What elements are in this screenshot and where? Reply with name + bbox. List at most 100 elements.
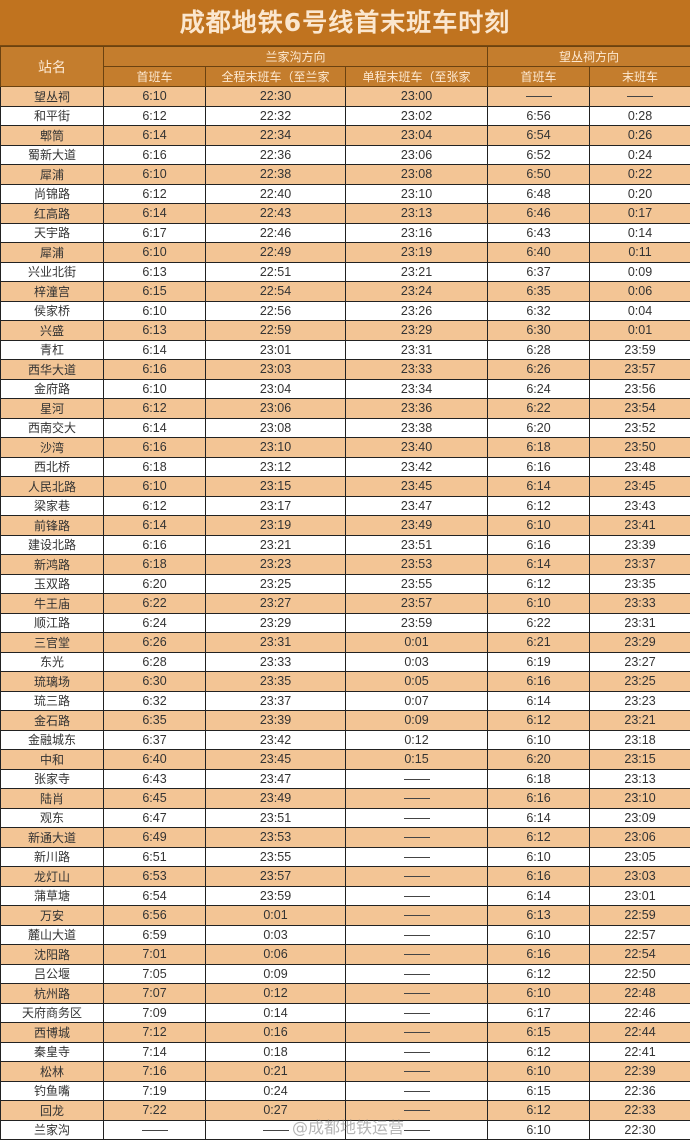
table-row: 万安 6:56 0:01 6:13 22:59 (0, 905, 690, 926)
page-title: 成都地铁6号线首末班车时刻 (0, 0, 690, 46)
station-name: 回龙 (0, 1100, 104, 1121)
dir1-first-train: 6:51 (103, 846, 206, 867)
dir1-first-train: 6:14 (103, 125, 206, 146)
dir1-first-train: 6:17 (103, 222, 206, 243)
timetable-body: 望丛祠 6:10 22:30 23:00 和平街 6:12 22:32 23:02 6:56 0:… (0, 86, 690, 1140)
dir1-last-train-full: 23:06 (205, 398, 346, 419)
dir1-last-train-full: 22:51 (205, 261, 346, 282)
dir1-first-train: 6:12 (103, 495, 206, 516)
dir2-last-train: 23:37 (589, 554, 690, 575)
table-row: 梁家巷 6:12 23:17 23:47 6:12 23:43 (0, 495, 690, 516)
dir2-first-train: 6:43 (487, 222, 591, 243)
table-row: 犀浦 6:10 22:49 23:19 6:40 0:11 (0, 242, 690, 263)
dir2-first-train: 6:48 (487, 183, 591, 204)
dir1-last-train-full: 23:31 (205, 632, 346, 653)
dir1-first-train: 6:16 (103, 144, 206, 165)
dir1-first-train: 6:22 (103, 593, 206, 614)
dir1-last-train-short: 23:08 (344, 164, 489, 185)
dir2-last-train: 23:56 (589, 378, 690, 399)
table-row: 张家寺 6:43 23:47 6:18 23:13 (0, 768, 690, 789)
dir1-first-train: 6:35 (103, 710, 206, 731)
table-row: 麓山大道 6:59 0:03 6:10 22:57 (0, 924, 690, 945)
dir2-first-train: 6:30 (487, 320, 591, 341)
dir1-last-train-short (344, 788, 489, 809)
station-name: 青杠 (0, 339, 104, 360)
dir1-first-train: 6:53 (103, 866, 206, 887)
station-name: 梓潼宫 (0, 281, 104, 302)
dir2-last-train: 23:21 (589, 710, 690, 731)
dir1-last-train-full: 0:14 (205, 1002, 346, 1023)
table-row: 牛王庙 6:22 23:27 23:57 6:10 23:33 (0, 593, 690, 614)
table-row: 西北桥 6:18 23:12 23:42 6:16 23:48 (0, 456, 690, 477)
dir2-first-train: 6:19 (487, 651, 591, 672)
dir1-last-train-full: 22:38 (205, 164, 346, 185)
dir1-first-train: 6:18 (103, 456, 206, 477)
dir2-first-train: 6:12 (487, 495, 591, 516)
dir2-first-train: 6:14 (487, 690, 591, 711)
dir1-last-train-full: 23:01 (205, 339, 346, 360)
station-name: 麓山大道 (0, 924, 104, 945)
station-name: 观东 (0, 807, 104, 828)
dir2-last-train: 23:13 (589, 768, 690, 789)
no-service-dash (403, 954, 430, 956)
dir1-last-train-short: 23:57 (344, 593, 489, 614)
dir1-first-train: 6:12 (103, 398, 206, 419)
station-name: 犀浦 (0, 242, 104, 263)
dir1-first-train: 6:12 (103, 183, 206, 204)
station-name: 龙灯山 (0, 866, 104, 887)
dir2-first-train: 6:12 (487, 1100, 591, 1121)
table-row: 玉双路 6:20 23:25 23:55 6:12 23:35 (0, 573, 690, 594)
dir1-last-train-short (344, 846, 489, 867)
dir1-last-train-short (344, 1022, 489, 1043)
dir1-last-train-short (344, 944, 489, 965)
dir2-first-train: 6:16 (487, 456, 591, 477)
station-name: 东光 (0, 651, 104, 672)
station-name: 梁家巷 (0, 495, 104, 516)
dir1-first-train: 6:32 (103, 690, 206, 711)
dir1-first-train: 6:16 (103, 359, 206, 380)
dir1-last-train-full: 23:15 (205, 476, 346, 497)
dir2-last-train: 23:39 (589, 534, 690, 555)
dir1-last-train-short: 23:06 (344, 144, 489, 165)
station-name: 兴业北街 (0, 261, 104, 282)
dir1-last-train-short (344, 963, 489, 984)
station-name: 天宇路 (0, 222, 104, 243)
dir1-last-train-full: 0:09 (205, 963, 346, 984)
dir1-last-train-full: 23:10 (205, 437, 346, 458)
table-row: 星河 6:12 23:06 23:36 6:22 23:54 (0, 398, 690, 419)
no-service-dash (403, 1012, 430, 1014)
dir2-last-train: 22:57 (589, 924, 690, 945)
dir1-first-train: 6:10 (103, 86, 206, 107)
dir2-first-train: 6:46 (487, 203, 591, 224)
station-name: 陆肖 (0, 788, 104, 809)
dir1-last-train-full: 23:57 (205, 866, 346, 887)
station-name: 兰家沟 (0, 1119, 104, 1140)
dir2-last-train: 23:18 (589, 729, 690, 750)
station-name: 新通大道 (0, 827, 104, 848)
no-service-dash (403, 856, 430, 858)
dir1-last-train-short: 23:40 (344, 437, 489, 458)
table-row: 松林 7:16 0:21 6:10 22:39 (0, 1061, 690, 1082)
dir1-last-train-full (205, 1119, 346, 1140)
no-service-dash (403, 1110, 430, 1112)
table-row: 秦皇寺 7:14 0:18 6:12 22:41 (0, 1041, 690, 1062)
header-dir1-last-short: 单程末班车（至张家 (344, 66, 489, 87)
station-name: 顺江路 (0, 612, 104, 633)
dir2-first-train: 6:14 (487, 885, 591, 906)
dir2-first-train: 6:52 (487, 144, 591, 165)
dir2-last-train: 22:30 (589, 1119, 690, 1140)
dir1-last-train-full: 23:35 (205, 671, 346, 692)
table-row: 吕公堰 7:05 0:09 6:12 22:50 (0, 963, 690, 984)
dir1-first-train: 6:47 (103, 807, 206, 828)
dir2-first-train: 6:10 (487, 515, 591, 536)
station-name: 琉璃场 (0, 671, 104, 692)
dir1-last-train-full: 23:08 (205, 417, 346, 438)
dir1-last-train-full: 23:29 (205, 612, 346, 633)
table-row: 西博城 7:12 0:16 6:15 22:44 (0, 1022, 690, 1043)
header-direction-wangcongci: 望丛祠方向 (487, 46, 690, 67)
dir1-first-train: 6:14 (103, 515, 206, 536)
dir1-first-train: 6:10 (103, 378, 206, 399)
dir2-first-train: 6:37 (487, 261, 591, 282)
dir1-first-train: 6:56 (103, 905, 206, 926)
table-row: 郫筒 6:14 22:34 23:04 6:54 0:26 (0, 125, 690, 146)
